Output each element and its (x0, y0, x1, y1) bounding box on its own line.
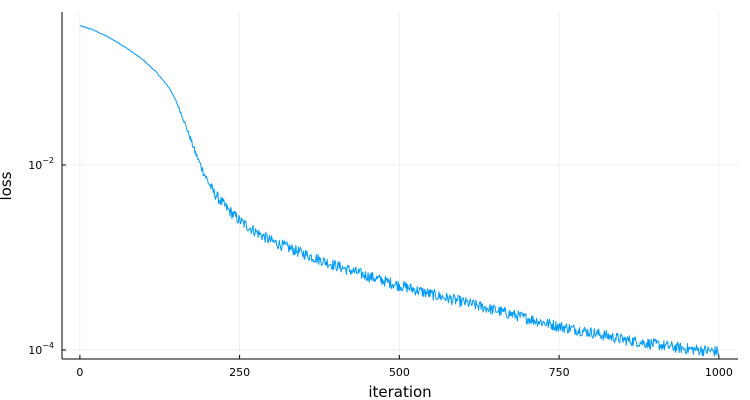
x-ticks: 0 250 500 750 1000 (76, 355, 733, 379)
axes (61, 12, 738, 360)
grid (62, 12, 738, 359)
y-tick-label: 10−2 (28, 156, 54, 172)
x-tick-label: 0 (76, 366, 83, 379)
x-tick-label: 500 (389, 366, 410, 379)
y-axis-label: loss (0, 171, 15, 200)
x-axis-label: iteration (368, 383, 431, 400)
y-ticks: 10−2 10−4 (28, 156, 66, 357)
series-layer (79, 25, 720, 357)
x-tick-label: 750 (549, 366, 570, 379)
x-tick-label: 1000 (705, 366, 733, 379)
x-tick-label: 250 (229, 366, 250, 379)
loss-series-line (79, 25, 720, 357)
y-tick-label: 10−4 (28, 341, 54, 357)
